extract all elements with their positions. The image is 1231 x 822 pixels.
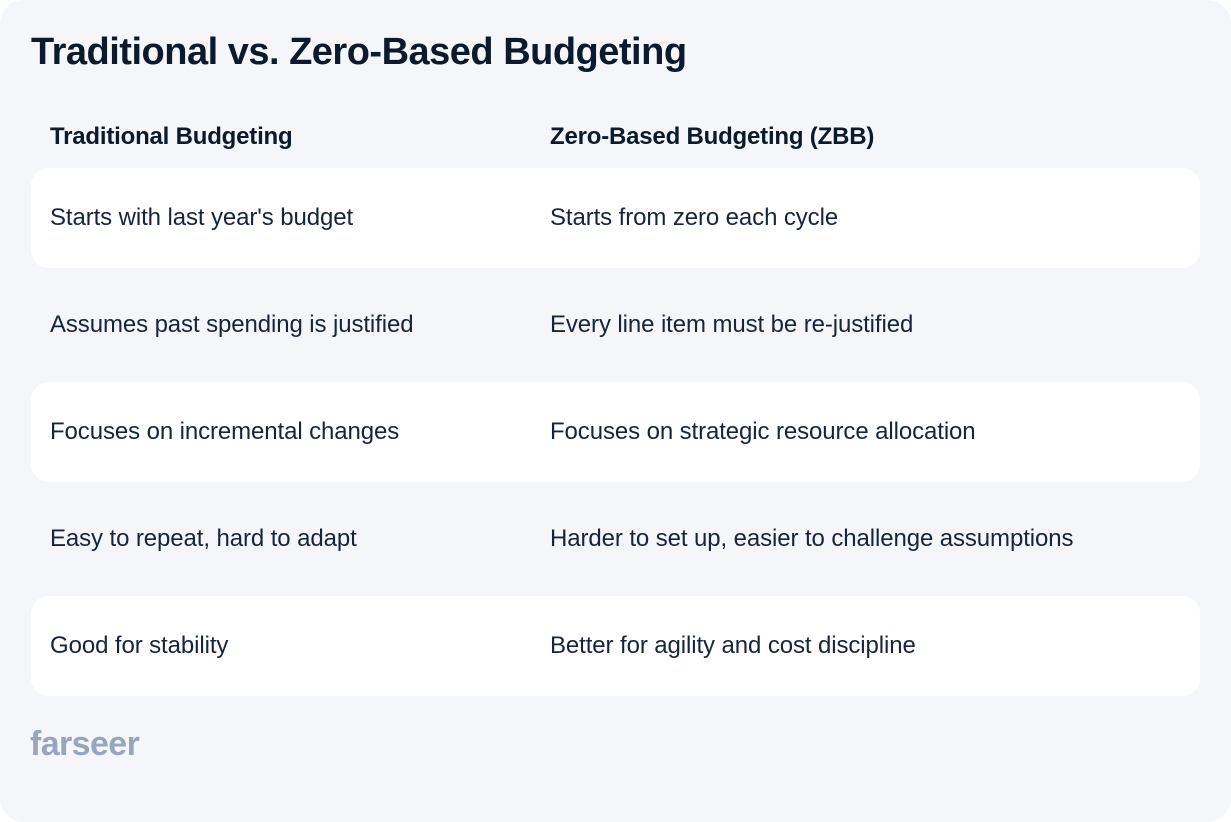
- cell-zbb: Focuses on strategic resource allocation: [550, 417, 976, 445]
- cell-zbb: Harder to set up, easier to challenge as…: [550, 524, 1074, 552]
- table-row: Good for stability Better for agility an…: [31, 595, 1200, 696]
- table-body: Starts with last year's budget Starts fr…: [31, 167, 1200, 696]
- column-header-traditional: Traditional Budgeting: [50, 122, 293, 150]
- cell-zbb: Better for agility and cost discipline: [550, 631, 916, 659]
- table-row: Starts with last year's budget Starts fr…: [31, 167, 1200, 268]
- cell-traditional: Good for stability: [50, 631, 229, 659]
- cell-traditional: Starts with last year's budget: [50, 203, 354, 231]
- table-header-row: Traditional Budgeting Zero-Based Budgeti…: [31, 122, 1200, 152]
- cell-zbb: Every line item must be re-justified: [550, 310, 914, 338]
- cell-traditional: Assumes past spending is justified: [50, 310, 414, 338]
- cell-traditional: Easy to repeat, hard to adapt: [50, 524, 357, 552]
- column-header-zbb: Zero-Based Budgeting (ZBB): [550, 122, 875, 150]
- page-title: Traditional vs. Zero-Based Budgeting: [31, 31, 687, 73]
- cell-zbb: Starts from zero each cycle: [550, 203, 839, 231]
- table-row: Focuses on incremental changes Focuses o…: [31, 381, 1200, 482]
- farseer-logo: farseer: [30, 724, 140, 763]
- cell-traditional: Focuses on incremental changes: [50, 417, 400, 445]
- table-row: Easy to repeat, hard to adapt Harder to …: [31, 482, 1200, 596]
- table-row: Assumes past spending is justified Every…: [31, 268, 1200, 382]
- comparison-table: Traditional Budgeting Zero-Based Budgeti…: [31, 122, 1200, 696]
